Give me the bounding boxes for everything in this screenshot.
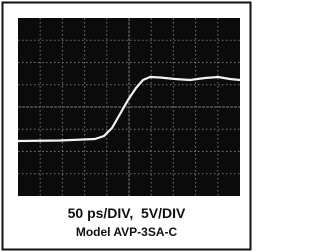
caption-model: Model AVP-3SA-C: [0, 225, 253, 239]
caption-scale: 50 ps/DIV, 5V/DIV: [0, 205, 253, 221]
page: {"caption": {"line1": "50 ps/DIV, 5V/DIV…: [0, 0, 253, 252]
